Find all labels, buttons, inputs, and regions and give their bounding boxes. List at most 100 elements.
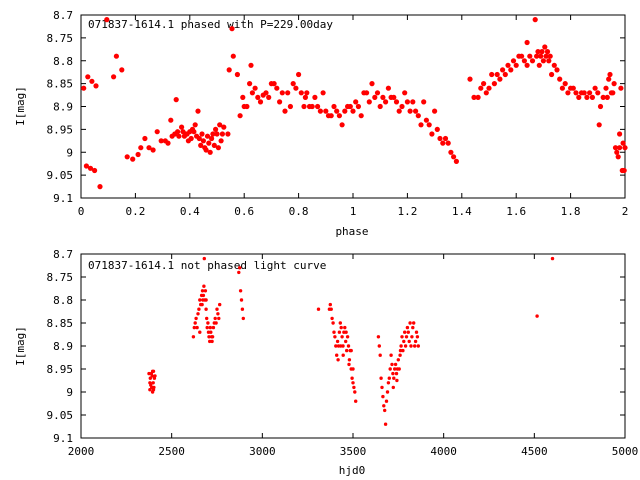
unphased-data-point xyxy=(332,330,336,334)
unphased-data-point xyxy=(410,335,414,339)
phased-data-point xyxy=(315,103,321,110)
unphased-data-point xyxy=(347,358,352,362)
unphased-data-point xyxy=(397,367,401,371)
phased-data-point xyxy=(138,145,144,151)
unphased-data-point xyxy=(415,335,420,339)
phased-data-point xyxy=(104,17,110,23)
phased-data-point xyxy=(124,154,130,160)
phased-data-point xyxy=(396,108,402,114)
phased-data-point xyxy=(372,94,378,100)
phased-data-point xyxy=(539,49,545,55)
phased-data-point xyxy=(331,103,337,110)
phased-y-tick-label: 8.95 xyxy=(47,123,74,136)
phased-data-point xyxy=(475,94,481,100)
phased-data-point xyxy=(524,62,530,68)
unphased-chart-title: 071837-1614.1 not phased light curve xyxy=(88,259,326,272)
phased-chart: 071837-1614.1 phased with P=229.00day ph… xyxy=(14,9,628,238)
unphased-data-point xyxy=(205,325,209,330)
phased-data-point xyxy=(353,99,359,105)
phased-data-point xyxy=(415,113,421,119)
phased-data-point xyxy=(618,85,624,91)
unphased-x-tick-label: 2000 xyxy=(68,445,95,458)
phased-data-point xyxy=(175,129,181,135)
unphased-data-point xyxy=(210,335,215,339)
unphased-data-point xyxy=(330,316,334,321)
phased-x-tick-label: 1.6 xyxy=(506,205,526,218)
phased-data-point xyxy=(217,122,223,128)
unphased-data-point xyxy=(202,256,206,261)
unphased-data-point xyxy=(241,316,245,321)
unphased-chart: 071837-1614.1 not phased light curve hjd… xyxy=(14,248,638,477)
phased-data-point xyxy=(350,108,356,114)
unphased-data-point xyxy=(400,335,404,339)
phased-data-point xyxy=(266,94,272,100)
unphased-data-point xyxy=(383,408,387,413)
phased-data-point xyxy=(320,90,326,96)
unphased-data-point xyxy=(345,335,350,339)
unphased-data-point xyxy=(376,335,381,339)
phased-data-point xyxy=(500,67,506,73)
unphased-x-axis-label: hjd0 xyxy=(339,464,366,477)
phased-data-point xyxy=(317,108,323,114)
unphased-data-point xyxy=(215,307,219,311)
phased-data-point xyxy=(559,85,566,91)
unphased-plot-frame xyxy=(80,253,626,439)
phased-data-point xyxy=(237,113,243,119)
unphased-data-point xyxy=(237,270,241,275)
phased-data-point xyxy=(611,81,617,87)
phased-data-point xyxy=(385,85,391,91)
phased-x-tick-label: 1.2 xyxy=(397,205,417,218)
phased-data-point xyxy=(229,26,235,32)
unphased-data-point xyxy=(354,399,358,403)
phased-data-point xyxy=(617,145,623,151)
phased-data-point xyxy=(581,90,587,96)
phased-data-point xyxy=(529,58,536,64)
phased-data-point xyxy=(380,94,386,100)
unphased-data-point xyxy=(204,307,208,311)
phased-data-point xyxy=(255,94,261,100)
unphased-data-point xyxy=(401,348,405,353)
unphased-data-point xyxy=(147,371,151,376)
phased-data-point xyxy=(542,44,548,50)
phased-data-point xyxy=(421,99,427,105)
unphased-data-point xyxy=(333,335,337,339)
unphased-data-point xyxy=(195,325,199,330)
phased-data-point xyxy=(544,49,551,55)
phased-data-point xyxy=(502,71,508,78)
phased-data-point xyxy=(204,133,211,139)
unphased-data-point xyxy=(316,307,321,311)
phased-data-point xyxy=(589,94,596,100)
phased-x-axis-label: phase xyxy=(335,225,368,238)
unphased-data-point xyxy=(191,335,196,339)
phased-y-tick-label: 9.1 xyxy=(53,192,73,205)
phased-data-point xyxy=(339,122,345,128)
phased-data-point xyxy=(393,99,400,105)
phased-data-point xyxy=(165,140,171,146)
phased-data-point xyxy=(323,108,329,114)
phased-data-point xyxy=(158,138,164,144)
unphased-data-point xyxy=(383,422,388,426)
phased-data-point xyxy=(604,94,610,100)
unphased-data-point xyxy=(148,376,152,380)
phased-data-point xyxy=(342,108,348,114)
phased-data-point xyxy=(298,90,304,96)
phased-data-point xyxy=(621,167,627,174)
unphased-data-point xyxy=(399,344,403,348)
phased-data-point xyxy=(491,81,497,87)
unphased-data-point xyxy=(196,312,200,316)
phased-data-point xyxy=(549,71,555,78)
unphased-data-point xyxy=(150,374,154,378)
phased-data-point xyxy=(355,103,361,110)
unphased-data-point xyxy=(404,335,409,339)
phased-data-point xyxy=(199,131,205,137)
phased-data-point xyxy=(418,122,424,128)
phased-data-point xyxy=(521,58,528,64)
unphased-data-point xyxy=(153,374,157,378)
unphased-data-point xyxy=(150,369,155,373)
unphased-data-point xyxy=(395,378,399,383)
unphased-x-tick-label: 3500 xyxy=(340,445,367,458)
unphased-data-point xyxy=(350,376,354,380)
unphased-data-point xyxy=(390,362,394,367)
phased-data-point xyxy=(391,94,397,100)
